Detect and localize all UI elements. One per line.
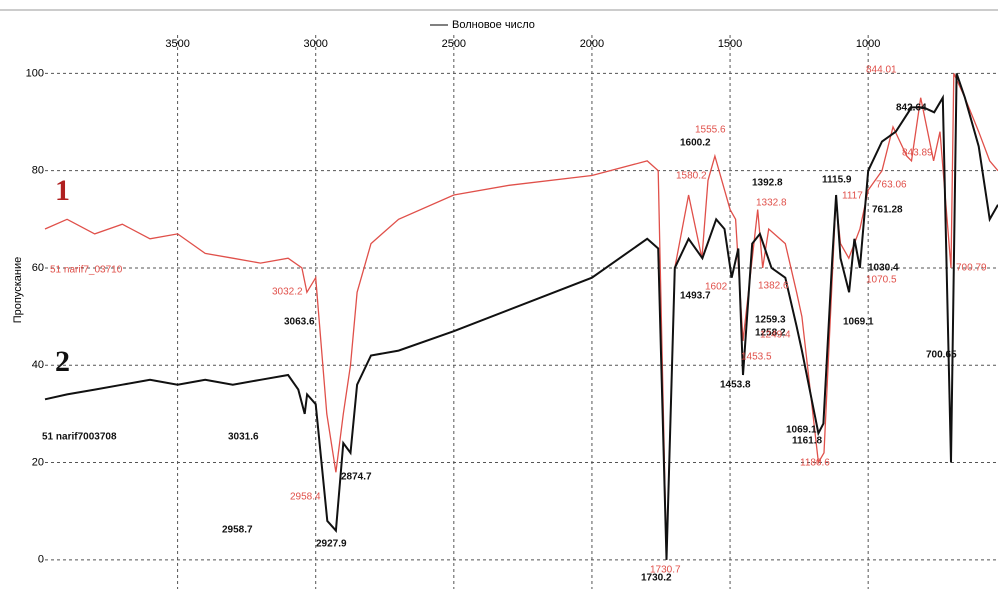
peak-label: 1493.7 [680,291,711,302]
series-label: 2 [55,345,70,378]
peak-label: 2927.9 [316,539,347,550]
x-tick-label: 1500 [718,38,742,50]
peak-label: 700.79 [956,263,987,274]
peak-label: 761.28 [872,205,903,216]
peak-label: 51 narif7_03710 [50,265,123,276]
x-tick-label: 2500 [442,38,466,50]
peak-label: 1453.8 [720,380,751,391]
peak-label: 2958.7 [222,525,253,536]
x-tick-label: 3000 [303,38,327,50]
x-tick-label: 3500 [165,38,189,50]
x-tick-label: 2000 [580,38,604,50]
y-tick-label: 60 [32,262,44,274]
peak-label: 1180.6 [800,458,830,469]
series-line [44,73,998,560]
peak-label: 1602 [705,282,728,293]
peak-label: 2874.7 [341,472,372,483]
peak-label: 842.64 [896,103,927,114]
y-tick-label: 80 [32,165,44,177]
series-line [44,73,998,560]
peak-label: 3032.2 [272,287,303,298]
peak-label: 1453.5 [741,352,772,363]
peak-label: 3031.6 [228,432,259,443]
peak-label: 763.06 [876,180,907,191]
peak-label: 1161.8 [792,436,822,447]
peak-label: 843.89 [902,148,933,159]
peak-label: 1069.1 [843,317,874,328]
peak-label: 1382.6 [758,281,789,292]
y-tick-label: 20 [32,456,44,468]
peak-label: 1259.3 [755,315,786,326]
peak-label: 1249.4 [760,330,791,341]
y-tick-label: 0 [38,554,44,566]
peak-label: 1730.2 [641,573,672,584]
x-axis-label: Волновое число [452,19,535,31]
peak-label: 1117 [842,191,863,202]
peak-label: 1030.4 [868,263,899,274]
peak-label: 1069.1 [786,425,817,436]
peak-label: 3063.6 [284,317,315,328]
series-label: 1 [55,174,70,207]
y-axis-label: Пропускание [12,257,24,323]
x-tick-label: 1000 [856,38,880,50]
y-tick-label: 40 [32,359,44,371]
peak-label: 2958.4 [290,492,321,503]
peak-label: 51 narif7003708 [42,432,117,443]
peak-label: 1115.9 [822,175,852,186]
peak-label: 1258.2 [755,328,786,339]
peak-label: 1555.6 [695,125,726,136]
peak-label: 1730.7 [650,565,681,576]
peak-label: 844.01 [866,65,897,76]
peak-label: 1600.2 [680,138,711,149]
y-tick-label: 100 [26,67,44,79]
peak-label: 700.65 [926,350,957,361]
peak-label: 1332.8 [756,198,787,209]
peak-label: 1580.2 [676,171,707,182]
peak-label: 1070.5 [866,275,897,286]
peak-label: 1392.8 [752,178,783,189]
